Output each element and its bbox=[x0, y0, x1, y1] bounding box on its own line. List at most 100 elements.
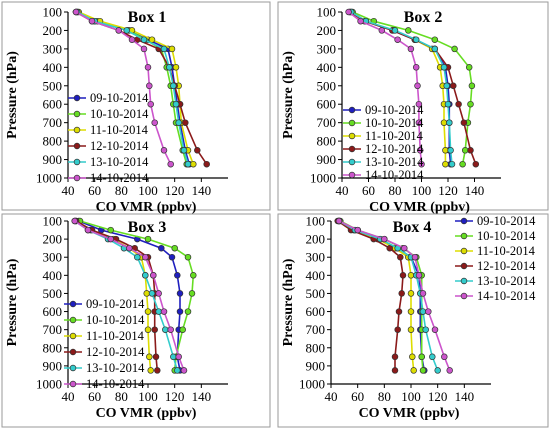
y-tick-label: 700 bbox=[43, 322, 63, 337]
y-tick-label: 600 bbox=[43, 97, 63, 112]
data-point bbox=[140, 36, 148, 43]
data-point bbox=[170, 353, 177, 361]
data-point bbox=[143, 290, 150, 297]
y-tick-label: 800 bbox=[43, 340, 63, 355]
x-tick-label: 100 bbox=[412, 183, 432, 198]
legend-swatch-marker bbox=[460, 262, 468, 270]
legend: 09-10-201410-10-201411-10-201412-10-2014… bbox=[455, 214, 536, 303]
legend: 09-10-201410-10-201411-10-201412-10-2014… bbox=[343, 103, 424, 182]
x-tick-label: 120 bbox=[165, 183, 185, 198]
data-point bbox=[398, 290, 405, 297]
x-axis-title: CO VMR (ppbv) bbox=[96, 200, 197, 215]
data-point bbox=[444, 100, 452, 108]
data-point bbox=[160, 308, 168, 315]
data-point bbox=[203, 160, 210, 168]
data-point bbox=[448, 160, 456, 168]
data-point bbox=[167, 160, 174, 168]
y-tick-label: 500 bbox=[306, 286, 326, 301]
legend-label: 11-10-2014 bbox=[477, 244, 536, 258]
data-point bbox=[460, 119, 468, 126]
data-point bbox=[148, 290, 156, 297]
legend-swatch-marker bbox=[460, 292, 468, 300]
legend-entry: 13-10-2014 bbox=[455, 274, 536, 288]
x-tick-label: 100 bbox=[401, 389, 421, 404]
legend-label: 13-10-2014 bbox=[477, 274, 536, 288]
panel-title: Box 3 bbox=[128, 219, 167, 236]
data-point bbox=[418, 160, 425, 168]
y-tick-label: 900 bbox=[317, 152, 337, 167]
y-tick-label: 1000 bbox=[310, 171, 336, 186]
series-line bbox=[338, 220, 451, 371]
x-tick-label: 40 bbox=[62, 389, 75, 404]
data-point bbox=[152, 353, 160, 361]
y-tick-label: 300 bbox=[317, 41, 337, 56]
legend-label: 11-10-2014 bbox=[86, 329, 145, 343]
y-tick-label: 800 bbox=[43, 134, 63, 149]
data-point bbox=[180, 367, 188, 374]
data-point bbox=[107, 235, 114, 243]
y-tick-label: 100 bbox=[317, 5, 337, 20]
y-tick-label: 1000 bbox=[36, 377, 62, 392]
legend-entry: 12-10-2014 bbox=[455, 259, 536, 273]
data-point bbox=[468, 82, 476, 90]
data-point bbox=[391, 353, 399, 361]
data-point bbox=[399, 272, 407, 279]
data-point bbox=[412, 36, 420, 43]
data-point bbox=[431, 326, 439, 333]
y-tick-label: 700 bbox=[306, 322, 326, 337]
x-tick-label: 60 bbox=[88, 389, 101, 404]
x-tick-label: 80 bbox=[389, 183, 402, 198]
data-point bbox=[188, 290, 196, 297]
legend-label: 09-10-2014 bbox=[477, 214, 536, 228]
legend-label: 12-10-2014 bbox=[86, 345, 145, 359]
data-point bbox=[184, 160, 192, 168]
data-point bbox=[176, 308, 184, 315]
data-point bbox=[429, 353, 436, 361]
legend-swatch-marker bbox=[460, 217, 468, 225]
x-axis-title: CO VMR (ppbv) bbox=[96, 406, 197, 421]
data-point bbox=[414, 82, 421, 90]
data-point bbox=[335, 217, 343, 225]
legend-label: 09-10-2014 bbox=[90, 91, 149, 105]
legend-swatch-marker bbox=[69, 316, 77, 324]
data-point bbox=[150, 272, 157, 279]
series-14-10-2014 bbox=[72, 8, 174, 168]
panel-frame bbox=[277, 1, 549, 211]
x-axis-title: CO VMR (ppbv) bbox=[359, 406, 460, 421]
y-tick-label: 600 bbox=[306, 304, 326, 319]
legend-label: 09-10-2014 bbox=[86, 297, 145, 311]
data-point bbox=[409, 353, 416, 361]
legend-label: 14-10-2014 bbox=[365, 168, 424, 182]
data-point bbox=[419, 367, 427, 374]
data-point bbox=[415, 119, 423, 126]
y-tick-label: 400 bbox=[43, 60, 63, 75]
data-point bbox=[158, 244, 165, 252]
legend-entry: 10-10-2014 bbox=[343, 116, 424, 130]
legend-swatch-marker bbox=[460, 247, 468, 255]
panel-title: Box 2 bbox=[404, 9, 443, 26]
y-tick-label: 400 bbox=[43, 268, 63, 283]
series-13-10-2014 bbox=[74, 8, 192, 168]
series-14-10-2014 bbox=[345, 8, 425, 168]
data-point bbox=[434, 367, 441, 374]
y-axis-title: Pressure (hPa) bbox=[5, 258, 20, 346]
legend-label: 10-10-2014 bbox=[477, 229, 536, 243]
data-point bbox=[142, 253, 149, 261]
y-tick-label: 300 bbox=[43, 250, 63, 265]
data-point bbox=[144, 235, 152, 243]
legend-swatch-marker bbox=[69, 300, 77, 308]
legend-label: 13-10-2014 bbox=[365, 155, 424, 169]
panel-frame bbox=[1, 1, 271, 211]
data-point bbox=[381, 235, 388, 243]
data-point bbox=[442, 160, 449, 168]
x-tick-label: 60 bbox=[362, 183, 375, 198]
x-tick-label: 100 bbox=[138, 389, 158, 404]
panel-frame bbox=[277, 213, 549, 428]
data-point bbox=[175, 119, 182, 126]
x-tick-label: 140 bbox=[192, 389, 212, 404]
legend-label: 14-10-2014 bbox=[90, 171, 149, 185]
legend-entry: 11-10-2014 bbox=[64, 329, 145, 343]
data-point bbox=[443, 82, 450, 90]
legend-swatch-marker bbox=[460, 232, 468, 240]
series-14-10-2014 bbox=[71, 217, 188, 374]
